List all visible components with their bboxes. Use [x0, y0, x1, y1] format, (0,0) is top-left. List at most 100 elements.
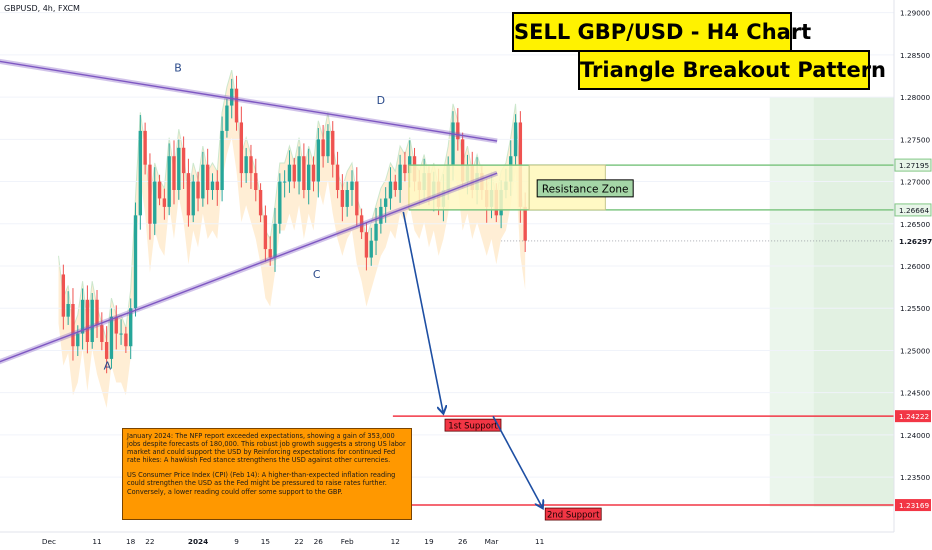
candle-body	[244, 156, 248, 174]
price-axis-tick-label: 1.29000	[900, 9, 931, 18]
projection-arrow-2	[492, 415, 543, 508]
candle-body	[95, 299, 99, 326]
candle	[263, 205, 268, 262]
candle-body	[133, 215, 138, 309]
candle-body	[254, 173, 258, 190]
time-axis-tick-label: 18	[126, 537, 136, 546]
candle	[345, 181, 349, 217]
candle	[355, 167, 359, 227]
swing-point-label-c: C	[313, 268, 321, 281]
resistance-zone-label: Resistance Zone	[542, 183, 629, 195]
candle-body	[66, 304, 70, 317]
time-axis-tick-label: 12	[391, 537, 400, 546]
resistance-zone	[408, 164, 530, 211]
time-axis-tick-label: Dec	[42, 537, 56, 546]
candle	[403, 151, 407, 182]
candle	[181, 136, 186, 189]
price-axis-marker-support	[895, 410, 931, 423]
candle	[393, 174, 397, 197]
price-axis-marker-zone	[894, 203, 932, 217]
candle-body	[205, 164, 210, 190]
candle-body	[321, 139, 325, 157]
candle-body	[316, 139, 320, 182]
candle-body	[90, 299, 94, 342]
candle	[249, 144, 253, 189]
candle-body	[80, 299, 85, 334]
candle-body	[307, 164, 311, 190]
candle-body	[292, 164, 296, 182]
note-paragraph-nfp: January 2024: The NFP report exceeded ex…	[127, 432, 406, 465]
candle	[76, 325, 80, 357]
candle-body	[129, 308, 133, 347]
candle-body	[220, 130, 224, 190]
candle	[287, 150, 292, 193]
support-label-box-2	[544, 507, 602, 521]
candle-body	[191, 181, 195, 216]
candle-body	[210, 181, 215, 190]
resistance-zone-label-box	[536, 179, 634, 198]
time-axis-tick-label: 26	[314, 537, 324, 546]
candle-body	[215, 181, 219, 190]
candle-body	[263, 215, 268, 250]
candle	[273, 207, 277, 272]
time-axis-tick-label: Mar	[485, 537, 499, 546]
candle	[239, 106, 244, 188]
candle	[369, 227, 373, 266]
candle	[201, 151, 205, 207]
candle-body	[119, 333, 123, 335]
price-axis-marker-current	[895, 234, 931, 247]
candle-body	[302, 156, 306, 190]
time-axis-tick-label: 22	[145, 537, 154, 546]
candle	[383, 187, 388, 223]
cloud-edge-upper	[58, 69, 526, 341]
candle-body	[249, 156, 253, 174]
candle	[234, 75, 239, 131]
symbol-label: GBPUSD, 4h, FXCM	[4, 4, 80, 13]
price-axis-tick-label: 1.24500	[900, 389, 931, 398]
candle-body	[456, 122, 460, 140]
time-axis-tick-label: 15	[261, 537, 270, 546]
candle	[316, 128, 320, 198]
candle	[114, 305, 118, 350]
support-label-1: 1st Support	[448, 422, 498, 432]
pattern-title: Triangle Breakout Pattern	[578, 50, 886, 90]
price-axis-tick-label: 1.27500	[900, 135, 931, 144]
candle	[282, 170, 287, 198]
candle	[292, 157, 296, 189]
support-label-box-1	[444, 418, 502, 432]
price-axis-marker-label: 1.26664	[899, 206, 930, 215]
time-axis-tick-label: 9	[234, 537, 239, 546]
candle	[321, 124, 325, 168]
candle	[340, 174, 345, 222]
candle-body	[331, 130, 335, 165]
trendline-lower	[0, 170, 498, 365]
candle-body	[157, 181, 162, 199]
swing-point-label-b: B	[174, 62, 182, 75]
candle	[177, 139, 181, 200]
time-axis-tick-label: Feb	[341, 537, 354, 546]
candle	[66, 291, 70, 325]
candle-body	[383, 198, 388, 207]
candle	[119, 319, 123, 345]
trendline-line	[0, 60, 498, 142]
swing-point-label-a: A	[104, 359, 112, 372]
candle	[167, 143, 171, 216]
candle	[225, 98, 229, 138]
price-axis-tick-label: 1.26000	[900, 262, 931, 271]
candle-body	[326, 130, 330, 157]
candle	[162, 188, 167, 220]
candle-body	[234, 88, 239, 123]
candle	[398, 154, 402, 203]
candle	[85, 285, 90, 354]
time-axis-background	[0, 532, 894, 550]
price-axis-marker-label: 1.26297	[899, 237, 932, 246]
candle	[307, 148, 311, 205]
price-axis-tick-label: 1.25000	[900, 346, 931, 355]
candle	[80, 288, 85, 350]
candle-body	[61, 274, 66, 317]
candle	[61, 264, 66, 330]
candle	[143, 122, 147, 175]
price-axis-marker-zone	[894, 158, 932, 172]
support-label-2: 2nd Support	[547, 511, 600, 521]
candle-body	[258, 190, 263, 216]
